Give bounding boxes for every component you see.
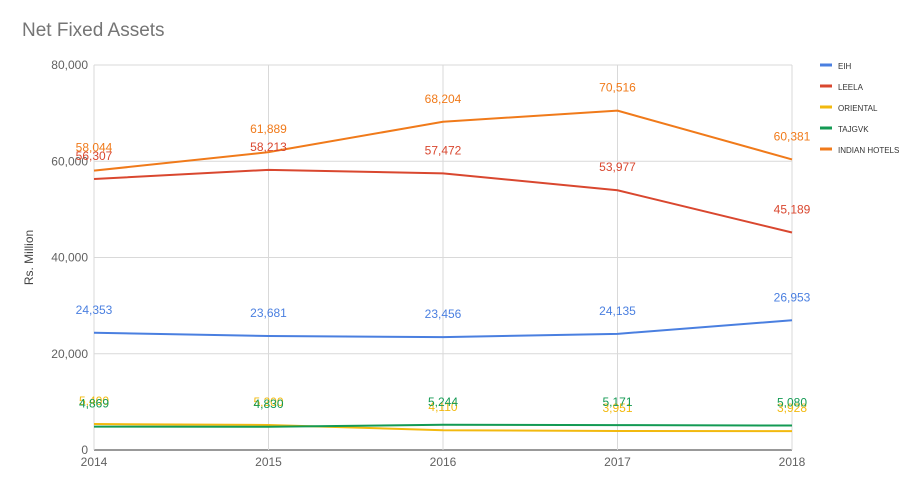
- series-line-oriental: [93, 423, 793, 433]
- axes: 0 20,000 40,000 60,000 80,000 2014 2015 2016 201…: [22, 58, 806, 469]
- x-tick-label: 2018: [779, 455, 806, 469]
- data-label: 26,953: [774, 290, 811, 304]
- data-label: 53,977: [599, 160, 636, 174]
- chart-title: Net Fixed Assets: [22, 20, 165, 41]
- legend: EIH LEELA ORIENTAL TAJGVK INDIAN HOTELS: [820, 62, 899, 155]
- y-tick-label: 80,000: [51, 58, 88, 72]
- data-label: 4,869: [79, 397, 109, 411]
- y-tick-label: 60,000: [51, 154, 88, 168]
- data-label: 68,204: [425, 92, 462, 106]
- series-line-tajgvk: [93, 423, 793, 428]
- legend-label: TAJGVK: [838, 125, 869, 134]
- data-label: 61,889: [250, 122, 287, 136]
- y-tick-label: 20,000: [51, 347, 88, 361]
- x-tick-label: 2016: [430, 455, 457, 469]
- data-label: 5,080: [777, 396, 807, 410]
- series-line-leela: [93, 168, 793, 234]
- data-label: 4,830: [253, 397, 283, 411]
- data-label: 70,516: [599, 81, 636, 95]
- y-axis-title: Rs. Million: [22, 230, 36, 285]
- data-label: 23,456: [425, 307, 462, 321]
- data-label: 60,381: [774, 129, 811, 143]
- data-label: 24,135: [599, 304, 636, 318]
- data-label: 4,110: [428, 400, 457, 414]
- data-label: 45,189: [774, 203, 811, 217]
- data-label: 23,681: [250, 306, 287, 320]
- legend-label: ORIENTAL: [838, 104, 878, 113]
- legend-label: EIH: [838, 62, 852, 71]
- data-label: 5,244: [428, 395, 458, 409]
- series: [93, 109, 793, 433]
- data-label: 5,200: [253, 395, 283, 409]
- x-tick-label: 2017: [604, 455, 631, 469]
- data-label: 3,951: [602, 401, 632, 415]
- data-label: 5,400: [79, 394, 109, 408]
- y-tick-label: 0: [81, 443, 88, 457]
- data-label: 5,171: [602, 395, 632, 409]
- data-labels: 24,353 23,681 23,456 24,135 26,953 56,307 58,2…: [76, 81, 811, 415]
- series-line-eih: [93, 319, 793, 339]
- grid: [93, 64, 793, 451]
- series-line-indian-hotels: [93, 109, 793, 172]
- data-label: 57,472: [425, 143, 462, 157]
- data-label: 58,213: [250, 140, 287, 154]
- data-label: 3,928: [777, 401, 807, 415]
- data-label: 56,307: [76, 149, 113, 163]
- data-label: 58,044: [76, 141, 113, 155]
- legend-label: LEELA: [838, 83, 864, 92]
- data-label: 24,353: [76, 303, 113, 317]
- x-tick-label: 2014: [81, 455, 108, 469]
- x-tick-label: 2015: [255, 455, 282, 469]
- legend-label: INDIAN HOTELS: [838, 146, 899, 155]
- y-tick-label: 40,000: [51, 251, 88, 265]
